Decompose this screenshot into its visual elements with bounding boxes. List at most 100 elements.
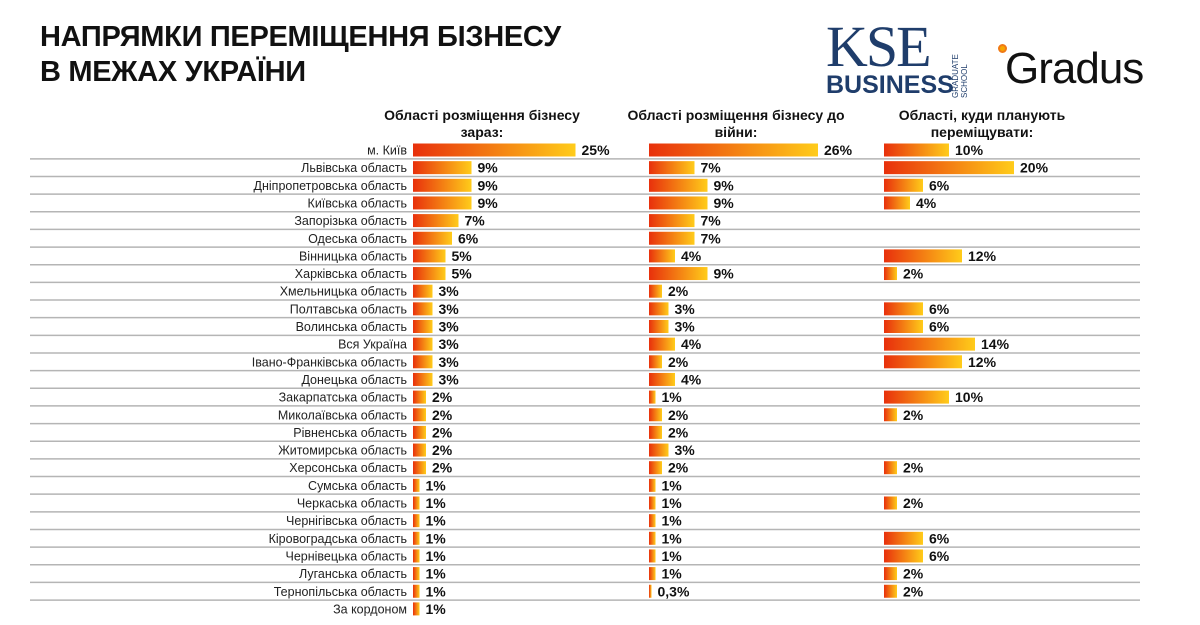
category-label: Житомирська область xyxy=(278,444,407,458)
bar-planned xyxy=(884,390,949,404)
data-label: 2% xyxy=(903,266,924,282)
data-label: 2% xyxy=(668,460,689,476)
kse-logo-business: BUSINESS xyxy=(826,71,954,99)
bar-before-war xyxy=(649,567,656,581)
data-label: 2% xyxy=(903,407,924,423)
data-label: 14% xyxy=(981,336,1010,352)
data-label: 5% xyxy=(452,266,473,282)
data-label: 1% xyxy=(426,513,447,529)
data-label: 9% xyxy=(714,177,735,193)
category-label: Чернівецька область xyxy=(286,549,408,563)
category-label: Запорізька область xyxy=(294,214,407,228)
category-label: Харківська область xyxy=(295,267,407,281)
bar-now xyxy=(413,584,420,598)
category-label: Тернопільська область xyxy=(274,585,407,599)
bar-now xyxy=(413,178,472,192)
bar-before-war xyxy=(649,584,652,598)
data-label: 12% xyxy=(968,248,997,264)
bar-planned xyxy=(884,549,923,563)
category-label: Івано-Франківська область xyxy=(252,355,407,369)
bar-now xyxy=(413,425,426,439)
category-label: Вінницька область xyxy=(299,249,407,263)
category-label: Волинська область xyxy=(296,320,407,334)
data-label: 2% xyxy=(668,283,689,299)
title-line-2: В МЕЖАХ УКРАЇНИ xyxy=(40,56,306,88)
bar-before-war xyxy=(649,531,656,545)
column-header-before-war: Області розміщення бізнесу до війни: xyxy=(627,107,845,140)
bar-now xyxy=(413,514,420,528)
category-label: Кіровоградська область xyxy=(269,532,407,546)
column-header-now: Області розміщення бізнесу зараз: xyxy=(384,107,580,140)
bar-planned xyxy=(884,408,897,422)
gradus-logo: Gradus xyxy=(998,44,1144,94)
data-label: 2% xyxy=(903,495,924,511)
bar-now xyxy=(413,161,472,175)
bar-now xyxy=(413,214,459,228)
category-label: м. Київ xyxy=(367,144,407,158)
bar-before-war xyxy=(649,320,669,333)
kse-business-logo: KSE GRADUATE SCHOOL BUSINESS xyxy=(826,18,969,99)
bar-now xyxy=(413,496,420,510)
page-title: НАПРЯМКИ ПЕРЕМІЩЕННЯ БІЗНЕСУ В МЕЖАХ УКР… xyxy=(40,20,561,90)
category-label: Полтавська область xyxy=(290,302,407,316)
data-label: 2% xyxy=(668,407,689,423)
bar-before-war xyxy=(649,249,675,263)
category-label: Одеська область xyxy=(308,232,407,246)
category-label: Донецька область xyxy=(301,373,407,387)
bar-before-war xyxy=(649,337,675,351)
data-label: 1% xyxy=(426,495,447,511)
data-label: 20% xyxy=(1020,160,1049,176)
data-label: 26% xyxy=(824,142,853,158)
data-label: 2% xyxy=(432,407,453,423)
bar-planned xyxy=(884,355,962,369)
bar-now xyxy=(413,443,426,457)
data-label: 1% xyxy=(426,601,447,617)
data-label: 2% xyxy=(432,442,453,458)
gradus-logo-text: Gradus xyxy=(1005,44,1144,93)
data-label: 2% xyxy=(668,424,689,440)
data-label: 3% xyxy=(675,319,696,335)
bar-now xyxy=(413,549,420,563)
bar-planned xyxy=(884,196,910,210)
bar-planned xyxy=(884,249,962,263)
bar-now xyxy=(413,602,420,616)
data-label: 3% xyxy=(439,319,460,335)
data-label: 9% xyxy=(714,266,735,282)
category-label: Хмельницька область xyxy=(280,285,407,299)
bar-planned xyxy=(884,531,923,545)
data-label: 6% xyxy=(929,319,950,335)
bar-now xyxy=(413,196,472,210)
bar-before-war xyxy=(649,178,708,192)
data-label: 9% xyxy=(478,177,499,193)
bar-now xyxy=(413,567,420,581)
data-label: 3% xyxy=(439,354,460,370)
data-label: 4% xyxy=(681,371,702,387)
data-label: 1% xyxy=(662,566,683,582)
data-label: 5% xyxy=(452,248,473,264)
bar-now xyxy=(413,408,426,422)
title-line-1: НАПРЯМКИ ПЕРЕМІЩЕННЯ БІЗНЕСУ xyxy=(40,21,561,53)
category-label: Львівська область xyxy=(301,161,407,175)
bar-planned xyxy=(884,143,949,157)
data-label: 6% xyxy=(929,530,950,546)
data-label: 1% xyxy=(662,548,683,564)
data-label: 9% xyxy=(478,195,499,211)
bar-before-war xyxy=(649,408,662,422)
data-label: 12% xyxy=(968,354,997,370)
data-label: 1% xyxy=(662,477,683,493)
bar-now xyxy=(413,372,433,386)
data-label: 1% xyxy=(662,530,683,546)
bar-before-war xyxy=(649,549,656,563)
bar-before-war xyxy=(649,267,708,281)
bar-now xyxy=(413,249,446,263)
bar-before-war xyxy=(649,372,675,386)
data-label: 4% xyxy=(681,248,702,264)
category-label: За кордоном xyxy=(333,602,407,616)
data-label: 2% xyxy=(903,566,924,582)
bar-before-war xyxy=(649,231,695,245)
bar-planned xyxy=(884,496,897,510)
data-label: 3% xyxy=(439,336,460,352)
bar-before-war xyxy=(649,425,662,439)
data-label: 1% xyxy=(662,513,683,529)
bar-planned xyxy=(884,302,923,316)
